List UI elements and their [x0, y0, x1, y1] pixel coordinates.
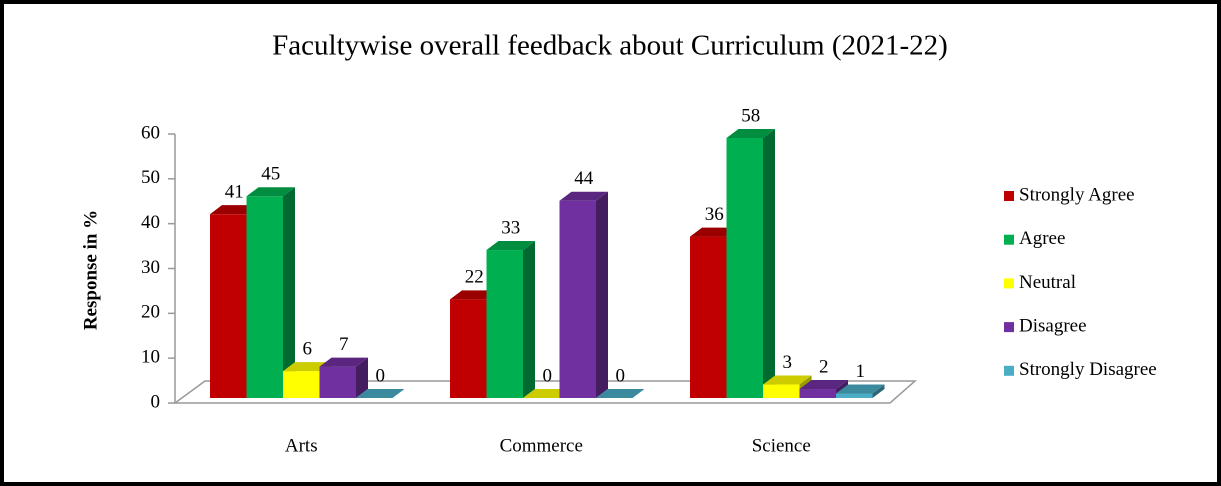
legend-swatch: [1004, 278, 1014, 289]
bar-top: [690, 227, 739, 237]
bar: [763, 375, 812, 398]
bar-top: [356, 389, 405, 398]
data-label: 58: [741, 105, 760, 126]
data-label: 36: [705, 204, 724, 225]
data-label: 0: [616, 365, 626, 386]
bar-front: [210, 214, 247, 398]
bar-top: [763, 375, 812, 385]
legend-label: Disagree: [1019, 315, 1087, 336]
bar-front: [559, 200, 596, 398]
bar-top: [726, 128, 775, 138]
bar-front: [690, 236, 727, 398]
y-tick-label: 40: [141, 212, 160, 233]
bar-top: [450, 290, 499, 300]
data-label: 2: [819, 356, 829, 377]
bar: [596, 389, 645, 398]
legend-swatch: [1004, 322, 1014, 333]
y-tick-label: 0: [151, 391, 161, 412]
data-label: 7: [339, 334, 349, 355]
x-tick-label: Science: [752, 435, 811, 456]
data-label: 44: [574, 168, 594, 189]
x-tick-label: Commerce: [500, 435, 583, 456]
bar-side: [356, 357, 368, 398]
x-tick-label: Arts: [285, 435, 318, 456]
bar-front: [319, 366, 356, 398]
data-label: 1: [856, 361, 866, 382]
data-label: 45: [261, 164, 280, 185]
bar-top: [486, 241, 535, 251]
data-label: 6: [303, 338, 313, 359]
data-label: 0: [376, 365, 386, 386]
bar-top: [319, 357, 368, 367]
bar-top: [246, 187, 295, 197]
legend-swatch: [1004, 191, 1014, 201]
bar-top: [596, 389, 645, 398]
legend-label: Agree: [1019, 228, 1065, 249]
bar-side: [872, 384, 885, 398]
legend-swatch: [1004, 365, 1014, 376]
y-tick-label: 10: [141, 347, 160, 368]
chart-title: Facultywise overall feedback about Curri…: [272, 30, 948, 62]
y-axis-label: Response in %: [80, 210, 101, 330]
legend-swatch: [1004, 234, 1014, 245]
y-tick-label: 60: [141, 122, 160, 143]
bar-top: [559, 191, 608, 201]
bar: [559, 191, 608, 398]
legend-label: Strongly Agree: [1019, 184, 1135, 205]
bar: [246, 187, 295, 398]
legend-label: Strongly Disagree: [1019, 359, 1157, 380]
data-label: 0: [543, 365, 553, 386]
y-tick-label: 20: [141, 302, 160, 323]
bar-side: [763, 128, 775, 398]
bar-side: [596, 191, 608, 398]
legend-label: Neutral: [1019, 272, 1076, 293]
bar-side: [283, 187, 295, 398]
data-label: 22: [465, 267, 484, 288]
bar: [356, 389, 405, 398]
bar: [319, 357, 368, 398]
bar-top: [836, 384, 885, 394]
y-tick-label: 30: [141, 257, 160, 278]
bar: [726, 128, 775, 398]
bar-front: [486, 250, 523, 398]
bar-front: [246, 196, 283, 398]
bar-front: [283, 371, 320, 398]
bar-front: [763, 384, 800, 398]
bar-front: [799, 389, 836, 398]
bar-front: [726, 137, 763, 398]
bar-top: [210, 205, 259, 215]
bar-top: [283, 362, 332, 372]
bar: [523, 389, 572, 398]
bar-front: [450, 299, 487, 398]
bar-front: [836, 393, 873, 398]
y-tick-label: 50: [141, 167, 160, 188]
data-label: 33: [501, 217, 520, 238]
bar: [486, 241, 535, 398]
bar: [836, 384, 885, 398]
data-label: 41: [225, 182, 244, 203]
bar-top: [523, 389, 572, 398]
bar-side: [523, 241, 535, 398]
data-label: 3: [783, 352, 793, 373]
bar-top: [799, 380, 848, 390]
